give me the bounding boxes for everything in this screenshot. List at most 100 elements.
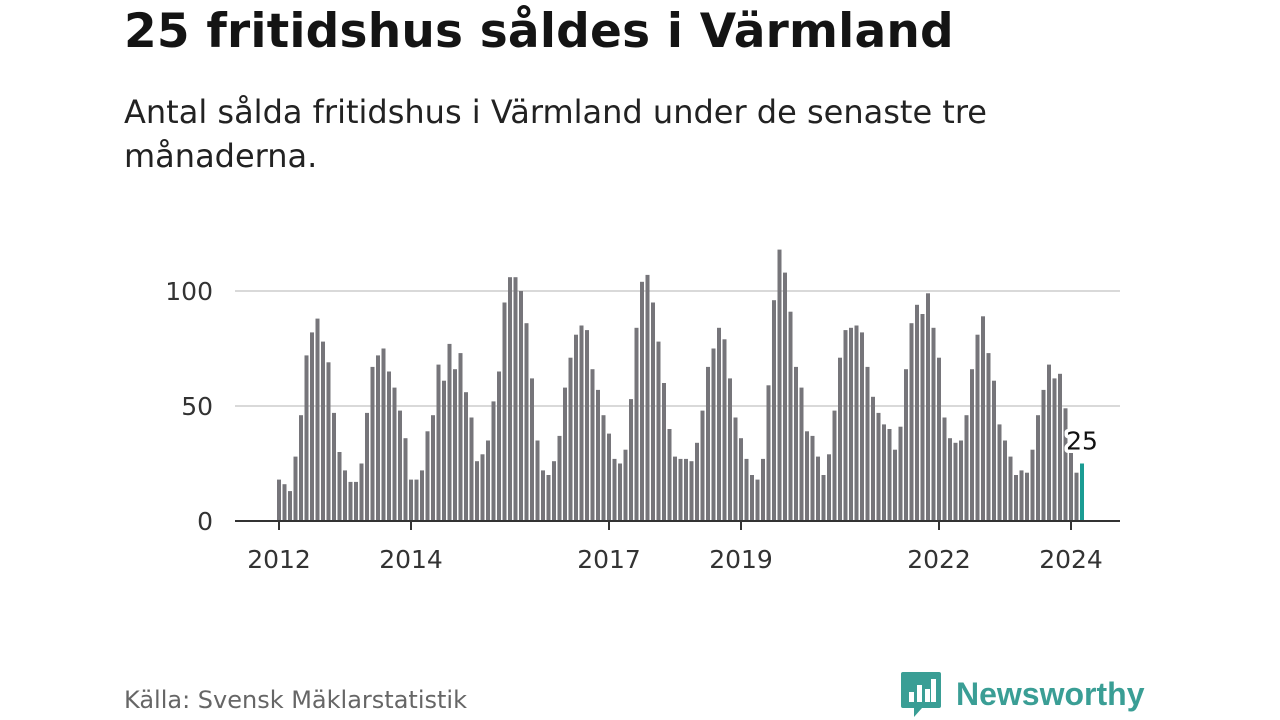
bar	[750, 475, 754, 521]
bar	[469, 417, 474, 521]
bar	[640, 281, 644, 521]
bar	[546, 475, 551, 521]
bar	[585, 330, 589, 521]
bar	[321, 341, 325, 521]
bar	[376, 355, 380, 521]
bar	[464, 392, 468, 521]
bar	[343, 470, 347, 521]
bar	[865, 366, 870, 521]
bar	[420, 470, 424, 521]
bar	[579, 325, 584, 521]
bar	[656, 341, 661, 521]
bar	[480, 454, 485, 521]
bar	[409, 479, 413, 521]
bar	[799, 387, 804, 521]
bar	[959, 440, 963, 521]
bar	[442, 380, 446, 521]
bar	[904, 369, 908, 521]
bar	[310, 332, 314, 521]
bar	[1041, 389, 1046, 521]
bar	[1014, 475, 1018, 521]
brand-logo[interactable]: Newsworthy	[900, 670, 1144, 718]
bar	[1052, 378, 1057, 521]
bar	[700, 410, 705, 521]
bar	[541, 470, 545, 521]
bar	[827, 454, 831, 521]
bar	[332, 412, 336, 521]
bar	[783, 272, 787, 521]
highlight-label-halo: 25	[1066, 427, 1098, 456]
bar	[788, 311, 793, 521]
bar	[964, 415, 969, 521]
bar	[590, 369, 595, 521]
bar	[425, 431, 430, 521]
bar	[1008, 456, 1013, 521]
bar	[277, 479, 281, 521]
bar	[530, 378, 534, 521]
bar	[942, 417, 947, 521]
x-tick-label: 2019	[709, 545, 773, 574]
bar	[601, 415, 606, 521]
bar	[497, 371, 501, 521]
bar	[348, 481, 353, 521]
bar	[288, 491, 292, 521]
bar	[486, 440, 490, 521]
x-tick-label: 2017	[577, 545, 641, 574]
bar	[854, 325, 859, 521]
bar	[403, 438, 408, 521]
bar	[1080, 463, 1084, 521]
bar	[629, 399, 633, 521]
bar	[986, 353, 991, 521]
bar	[948, 438, 952, 521]
chart-title: 25 fritidshus såldes i Värmland	[124, 4, 954, 59]
bar	[607, 433, 611, 521]
bar	[887, 429, 892, 521]
bar	[832, 410, 837, 521]
y-tick-label: 100	[165, 277, 213, 306]
x-tick-label: 2024	[1039, 545, 1103, 574]
bar	[1036, 415, 1040, 521]
bar	[552, 461, 556, 521]
bar	[315, 318, 320, 521]
bar	[634, 327, 639, 521]
bar	[618, 463, 622, 521]
bar	[733, 417, 738, 521]
bar	[491, 401, 496, 521]
bar	[722, 339, 727, 521]
bar	[596, 389, 600, 521]
bar	[882, 424, 886, 521]
bar	[414, 479, 419, 521]
bar	[563, 387, 567, 521]
bar	[909, 323, 914, 521]
bar	[981, 316, 985, 521]
source-note: Källa: Svensk Mäklarstatistik	[124, 686, 467, 714]
bar	[447, 343, 452, 521]
bar	[557, 435, 562, 521]
bar	[398, 410, 402, 521]
bar	[1063, 408, 1068, 521]
bar	[915, 304, 919, 521]
bar	[431, 415, 435, 521]
bar	[282, 484, 287, 521]
bar	[975, 334, 980, 521]
bar	[293, 456, 298, 521]
bar	[893, 449, 897, 521]
bar	[794, 366, 798, 521]
bar	[777, 249, 782, 521]
bar	[392, 387, 397, 521]
bar	[365, 412, 369, 521]
bar	[519, 291, 523, 521]
bar	[1058, 373, 1062, 521]
bar	[816, 456, 820, 521]
bar	[508, 277, 512, 521]
bar	[953, 442, 958, 521]
bar	[860, 332, 864, 521]
bar	[739, 438, 743, 521]
bar	[1025, 472, 1029, 521]
bar	[1074, 472, 1079, 521]
bar	[761, 458, 765, 521]
bar	[821, 475, 826, 521]
bar	[898, 426, 903, 521]
x-tick-label: 2022	[907, 545, 971, 574]
